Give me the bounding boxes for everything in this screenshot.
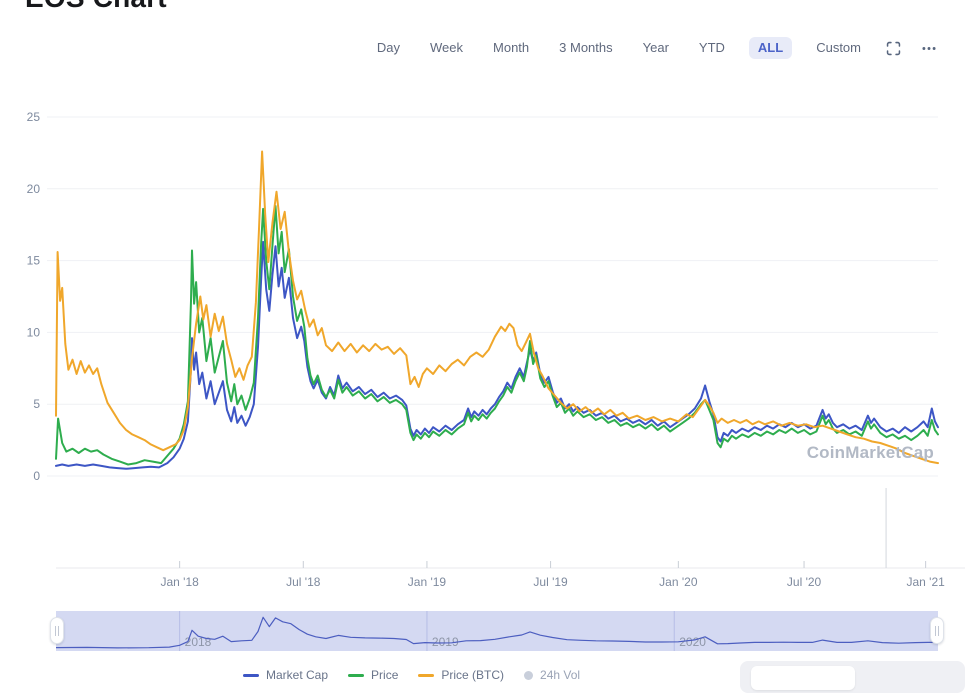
navigator-left-handle[interactable] <box>50 617 64 644</box>
legend-item-market-cap[interactable]: Market Cap <box>243 668 328 682</box>
fullscreen-icon[interactable] <box>885 40 902 57</box>
range-ytd[interactable]: YTD <box>698 40 725 55</box>
series-line-price-btc- <box>55 150 939 465</box>
range-buttons: Day Week Month 3 Months Year YTD ALL Custom <box>371 37 867 59</box>
navigator-year-label: 2019 <box>432 635 459 649</box>
legend-label: Market Cap <box>266 668 329 682</box>
legend-swatch <box>524 670 534 680</box>
legend-item-price-btc-[interactable]: Price (BTC) <box>418 668 504 682</box>
y-axis-label: 15 <box>27 254 41 268</box>
navigator-right-handle[interactable] <box>930 617 944 644</box>
legend-item-price[interactable]: Price <box>348 668 398 682</box>
page-title: EOS Chart <box>25 0 167 14</box>
legend-item-24h-vol[interactable]: 24h Vol <box>524 668 580 682</box>
chart-scale-toggle <box>740 661 965 693</box>
x-axis-label: Jan '18 <box>160 575 199 589</box>
y-axis-label: 0 <box>33 469 40 483</box>
range-month[interactable]: Month <box>493 40 530 55</box>
legend-swatch <box>243 673 259 677</box>
legend-label: 24h Vol <box>540 668 581 682</box>
more-options-icon[interactable] <box>920 40 938 57</box>
x-axis-label: Jan '20 <box>659 575 698 589</box>
legend-label: Price (BTC) <box>441 668 505 682</box>
navigator-series-line <box>55 616 938 649</box>
x-axis-label: Jul '18 <box>286 575 321 589</box>
scale-toggle-selected-segment[interactable] <box>751 666 855 690</box>
scale-toggle-unselected-segment[interactable] <box>864 666 954 690</box>
y-axis-label: 5 <box>33 397 40 411</box>
chart-legend: Market Cap Price Price (BTC) 24h Vol <box>243 668 580 682</box>
x-axis-label: Jul '20 <box>787 575 822 589</box>
legend-label: Price <box>371 668 399 682</box>
x-axis-label: Jan '21 <box>906 575 945 589</box>
legend-swatch <box>348 673 365 677</box>
range-all[interactable]: ALL <box>748 37 793 59</box>
y-axis-label: 25 <box>27 110 41 124</box>
range-year[interactable]: Year <box>642 40 669 55</box>
y-axis-label: 20 <box>27 182 41 196</box>
navigator-track[interactable] <box>56 611 938 651</box>
series-line-market-cap <box>55 240 939 470</box>
range-toolbar: Day Week Month 3 Months Year YTD ALL Custom <box>371 36 938 60</box>
x-axis-label: Jan '19 <box>408 575 447 589</box>
navigator-year-label: 2018 <box>185 635 212 649</box>
series-line-price <box>55 205 939 466</box>
y-axis-label: 10 <box>27 325 41 339</box>
legend-swatch <box>418 673 435 677</box>
price-chart[interactable]: 0 5 10 15 20 25 Jan '18 Jul '18 Jan '19 Jul '19 Ja… <box>0 0 965 678</box>
coinmarketcap-watermark: CoinMarketCap <box>806 443 934 462</box>
x-axis-label: Jul '19 <box>533 575 568 589</box>
range-3-months[interactable]: 3 Months <box>559 40 613 55</box>
range-week[interactable]: Week <box>430 40 464 55</box>
range-custom[interactable]: Custom <box>816 40 861 55</box>
range-day[interactable]: Day <box>376 40 401 55</box>
